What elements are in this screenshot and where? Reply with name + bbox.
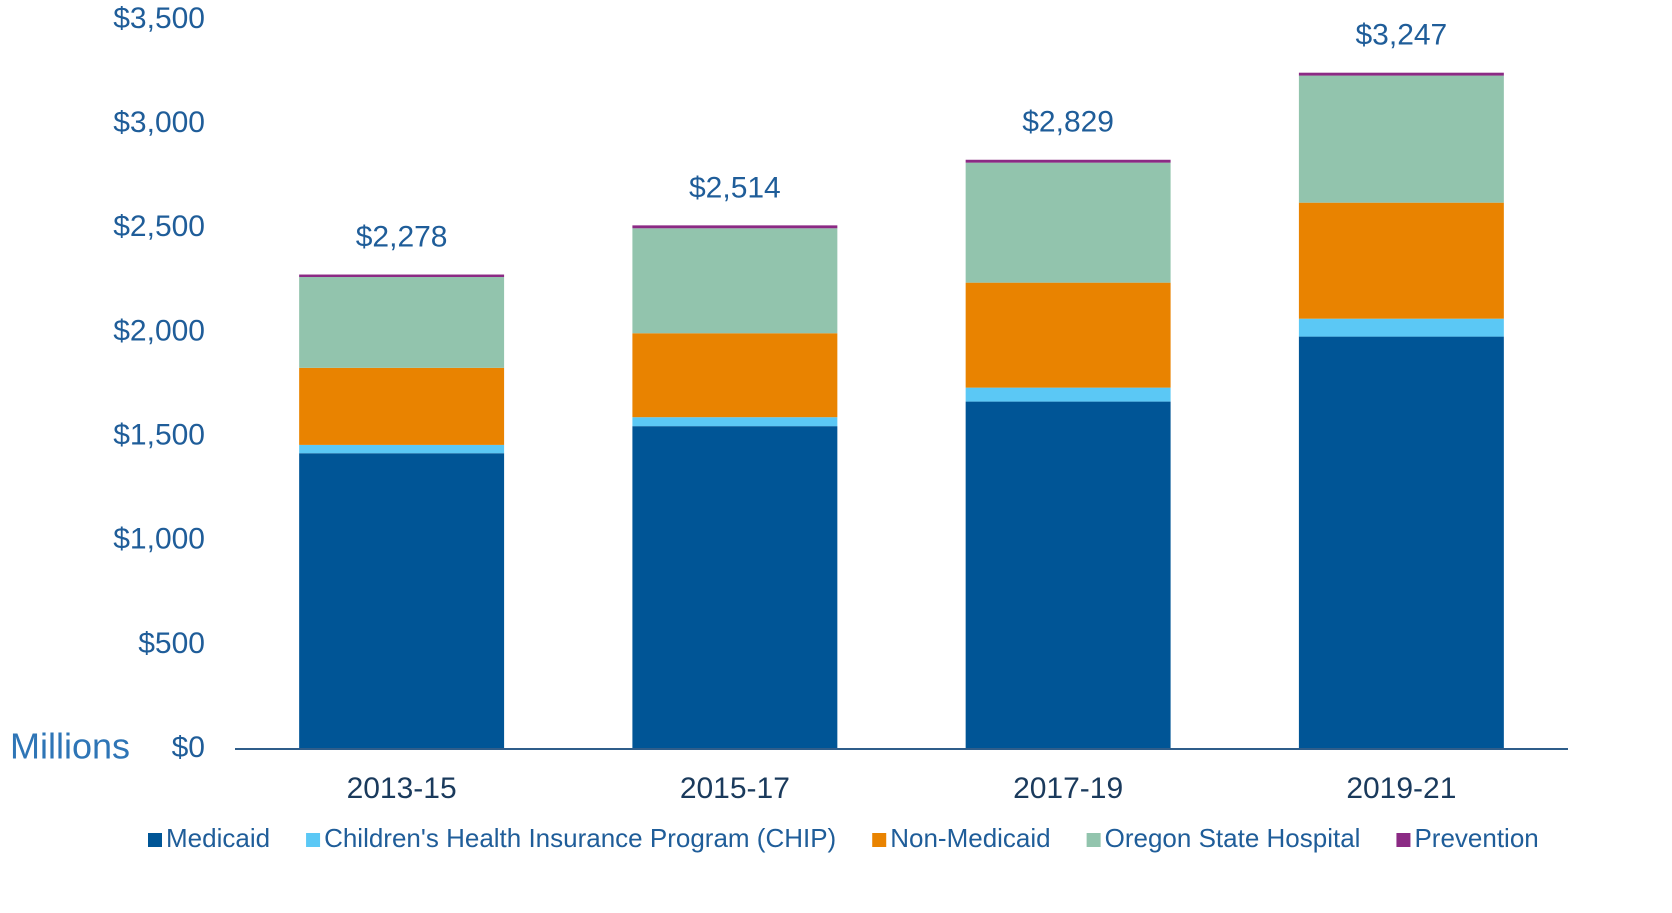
bar-segment [299,367,505,445]
legend-swatch [1396,833,1411,847]
legend-swatch [1086,833,1101,847]
bar-segment [299,277,505,368]
total-label: $2,829 [1022,106,1114,139]
y-tick-label: $1,500 [113,418,205,451]
bar-segment [299,444,505,454]
legend-label: Oregon State Hospital [1105,823,1361,853]
legend-label: Prevention [1414,823,1538,853]
bar-segment [1298,72,1504,76]
bar-segment [965,401,1171,749]
legend-label: Children's Health Insurance Program (CHI… [324,823,836,853]
bar-segment [1298,318,1504,337]
bar-segment [632,426,838,749]
total-label: $3,247 [1355,19,1447,52]
bar-segment [632,333,838,418]
y-tick-label: $3,500 [113,2,205,35]
bar-segment [965,387,1171,402]
legend-swatch [148,833,162,847]
y-axis-label: Millions [10,726,130,767]
bar-segment [632,417,838,427]
total-label: $2,278 [356,220,448,253]
bar-segment [299,274,505,278]
bar-segment [1298,202,1504,319]
y-tick-label: $2,000 [113,314,205,347]
bar-segment [965,282,1171,388]
legend-swatch [872,833,887,847]
legend-swatch [306,833,321,847]
bar-segment [965,162,1171,283]
y-tick-label: $500 [138,627,205,660]
y-tick-label: $3,000 [113,106,205,139]
total-label: $2,514 [689,171,781,204]
y-tick-label: $1,000 [113,523,205,556]
x-tick-label: 2013-15 [347,772,457,805]
bar-segment [632,228,838,334]
bar-segment [1298,336,1504,749]
x-tick-label: 2019-21 [1346,772,1456,805]
legend-label: Non-Medicaid [890,823,1050,853]
legend-label: Medicaid [166,823,270,853]
y-tick-label: $0 [172,731,205,764]
x-tick-label: 2017-19 [1013,772,1123,805]
bar-segment [632,225,838,229]
bar-segment [965,159,1171,163]
y-tick-label: $2,500 [113,210,205,243]
bar-segment [299,453,505,749]
bar-segment [1298,75,1504,203]
x-tick-label: 2015-17 [680,772,790,805]
